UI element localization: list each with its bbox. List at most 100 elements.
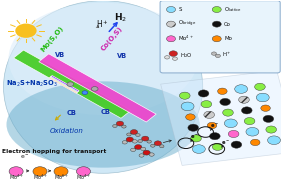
Text: e$^-$: e$^-$: [190, 133, 199, 141]
Circle shape: [143, 150, 150, 155]
Circle shape: [181, 102, 194, 111]
Circle shape: [235, 85, 248, 93]
Polygon shape: [50, 76, 78, 92]
Circle shape: [212, 21, 221, 27]
Polygon shape: [39, 54, 156, 122]
Circle shape: [244, 118, 255, 125]
Text: Mo(S,O): Mo(S,O): [40, 25, 65, 53]
Polygon shape: [49, 77, 77, 93]
Circle shape: [198, 90, 209, 97]
Text: Na$_2$S+Na$_2$SO$_3$: Na$_2$S+Na$_2$SO$_3$: [6, 79, 58, 89]
Circle shape: [142, 136, 149, 141]
Circle shape: [131, 148, 136, 152]
Circle shape: [218, 88, 227, 94]
Circle shape: [204, 111, 215, 118]
Circle shape: [212, 36, 221, 42]
Circle shape: [167, 21, 175, 27]
Circle shape: [268, 136, 281, 145]
Circle shape: [135, 145, 142, 149]
Circle shape: [169, 51, 177, 56]
Circle shape: [212, 143, 223, 150]
Circle shape: [91, 87, 98, 91]
Text: S: S: [178, 7, 182, 12]
Circle shape: [231, 141, 242, 148]
Circle shape: [241, 107, 252, 114]
Circle shape: [207, 122, 217, 129]
Text: Electron hopping for transport: Electron hopping for transport: [2, 149, 107, 154]
Ellipse shape: [3, 1, 203, 173]
FancyBboxPatch shape: [160, 1, 280, 73]
Circle shape: [149, 153, 154, 156]
Circle shape: [255, 83, 265, 90]
Circle shape: [122, 141, 127, 144]
Circle shape: [147, 140, 151, 143]
Text: Mo$^{4+}$: Mo$^{4+}$: [32, 172, 47, 181]
Circle shape: [266, 126, 277, 133]
Circle shape: [165, 56, 169, 59]
Circle shape: [261, 105, 270, 111]
Circle shape: [201, 101, 212, 108]
Text: VB: VB: [117, 53, 127, 59]
Polygon shape: [50, 77, 78, 93]
Circle shape: [167, 36, 175, 42]
Circle shape: [9, 167, 23, 176]
Circle shape: [141, 147, 146, 151]
Circle shape: [188, 124, 199, 131]
Circle shape: [215, 54, 221, 57]
Circle shape: [67, 82, 74, 86]
Circle shape: [172, 57, 177, 60]
Polygon shape: [51, 76, 79, 92]
Circle shape: [256, 93, 269, 102]
Text: e$^-$: e$^-$: [221, 139, 230, 147]
Circle shape: [179, 92, 190, 99]
Circle shape: [160, 145, 164, 148]
Circle shape: [223, 109, 233, 116]
Circle shape: [76, 167, 91, 176]
Text: CB: CB: [100, 109, 110, 115]
Text: Mo$^{4+}$: Mo$^{4+}$: [9, 172, 24, 181]
Text: H$^+$: H$^+$: [96, 18, 109, 30]
Text: O$_{\rm bridge}$: O$_{\rm bridge}$: [178, 19, 197, 29]
Circle shape: [116, 121, 124, 126]
Circle shape: [82, 91, 88, 94]
Text: Co(O,S): Co(O,S): [100, 25, 124, 52]
Circle shape: [33, 167, 47, 176]
Circle shape: [132, 140, 137, 143]
Circle shape: [212, 52, 217, 55]
Circle shape: [138, 139, 142, 143]
Circle shape: [246, 127, 259, 136]
Text: O$_{\rm lattice}$: O$_{\rm lattice}$: [224, 5, 242, 14]
Text: CB: CB: [67, 110, 76, 116]
Circle shape: [191, 135, 201, 142]
Circle shape: [210, 133, 220, 140]
Text: e$^-$: e$^-$: [20, 153, 29, 161]
Circle shape: [212, 6, 221, 12]
Text: Mo$^{4+}$: Mo$^{4+}$: [178, 34, 194, 43]
Circle shape: [250, 139, 260, 146]
Circle shape: [186, 114, 195, 120]
Ellipse shape: [8, 3, 198, 115]
Circle shape: [15, 24, 37, 38]
Circle shape: [239, 96, 249, 103]
Polygon shape: [51, 76, 79, 91]
Circle shape: [113, 125, 117, 128]
Circle shape: [167, 6, 175, 12]
Text: H$_2$O: H$_2$O: [180, 51, 193, 60]
Polygon shape: [50, 77, 78, 92]
Circle shape: [127, 133, 131, 136]
Text: Mo: Mo: [224, 36, 232, 41]
Circle shape: [139, 154, 144, 157]
Circle shape: [136, 133, 140, 136]
Text: Mo$^{6+}$: Mo$^{6+}$: [54, 172, 69, 181]
Circle shape: [224, 119, 237, 128]
Text: e$^-$: e$^-$: [210, 122, 219, 130]
Circle shape: [54, 167, 68, 176]
Circle shape: [126, 137, 133, 142]
Text: VB: VB: [56, 52, 65, 58]
Text: Mo$^{4+}$: Mo$^{4+}$: [76, 172, 91, 181]
Polygon shape: [161, 70, 282, 165]
Text: H$_2$: H$_2$: [114, 11, 127, 24]
Circle shape: [151, 144, 155, 147]
Circle shape: [263, 115, 274, 122]
Circle shape: [228, 130, 239, 138]
